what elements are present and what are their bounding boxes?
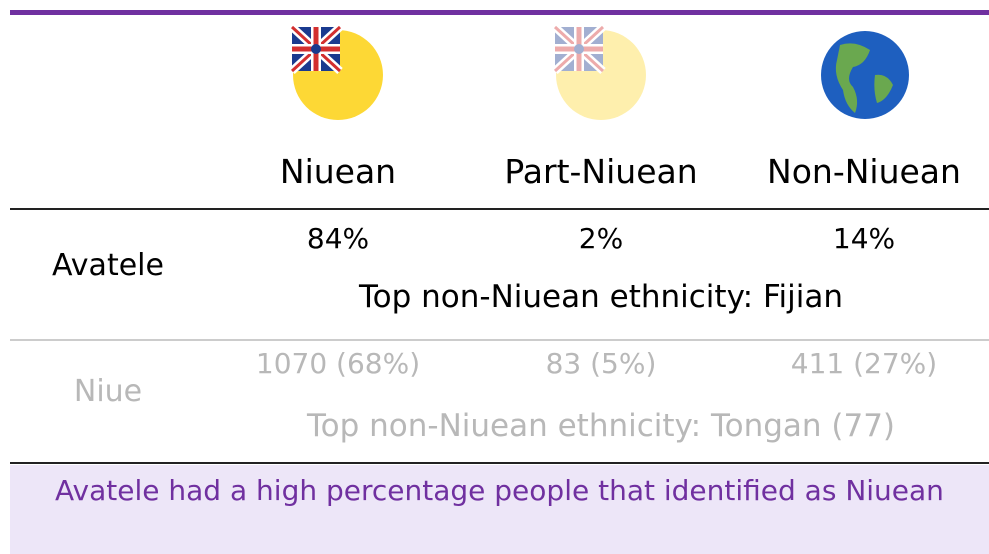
footer-summary: Avatele had a high percentage people tha… <box>10 465 989 554</box>
cell-value: 84% <box>306 222 370 255</box>
row-divider <box>10 339 989 341</box>
top-rule <box>10 10 989 15</box>
column-header: Niuean <box>279 152 397 191</box>
row-label: Avatele <box>52 248 164 283</box>
cell-value: 411 (27%) <box>790 347 938 380</box>
row-divider <box>10 208 989 210</box>
globe-icon <box>821 31 909 119</box>
row-label: Niue <box>73 374 143 409</box>
cell-value: 1070 (68%) <box>255 347 421 380</box>
column-header: Part-Niuean <box>504 152 698 191</box>
part-niuean-flag-icon <box>553 25 646 120</box>
cell-value: 83 (5%) <box>545 347 657 380</box>
column-header: Non-Niuean <box>767 152 961 191</box>
row-note: Top non-Niuean ethnicity: Fijian <box>358 279 844 315</box>
row-note: Top non-Niuean ethnicity: Tongan (77) <box>306 408 896 444</box>
row-divider <box>10 462 989 464</box>
cell-value: 14% <box>832 222 896 255</box>
cell-value: 2% <box>578 222 624 255</box>
niuean-flag-icon <box>290 25 383 120</box>
